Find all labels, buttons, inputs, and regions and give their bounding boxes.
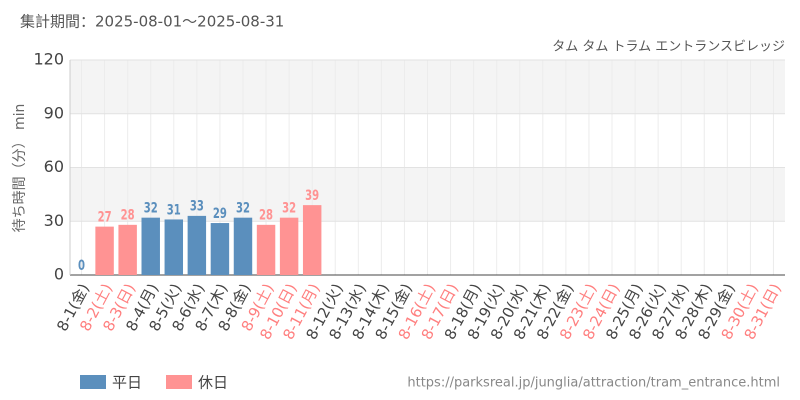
legend-label: 休日 xyxy=(198,374,228,392)
y-tick-label: 0 xyxy=(54,265,64,284)
value-label: 31 xyxy=(167,201,181,218)
value-label: 0 xyxy=(78,257,85,274)
bar xyxy=(302,205,322,275)
chart-subtitle: タム タム トラム エントランスビレッジ xyxy=(552,40,785,55)
bar xyxy=(210,223,230,275)
y-tick-label: 30 xyxy=(44,211,64,230)
value-label: 33 xyxy=(190,197,204,214)
value-label: 28 xyxy=(259,206,273,223)
legend-swatch xyxy=(166,375,192,389)
value-label: 32 xyxy=(144,199,158,216)
y-tick-label: 90 xyxy=(44,103,64,122)
legend-label: 平日 xyxy=(112,374,142,392)
bar xyxy=(279,217,299,275)
bar xyxy=(256,224,276,275)
bar xyxy=(141,217,160,275)
y-tick-label: 60 xyxy=(44,157,64,176)
y-tick-label: 120 xyxy=(33,50,64,69)
value-label: 32 xyxy=(236,199,250,216)
source-url: https://parksreal.jp/junglia/attraction/… xyxy=(407,376,780,391)
value-label: 27 xyxy=(98,208,112,225)
bar xyxy=(233,217,253,275)
chart-title: 集計期間：2025-08-01〜2025-08-31 xyxy=(20,13,284,31)
bar xyxy=(95,226,114,275)
value-label: 28 xyxy=(121,206,135,223)
legend-swatch xyxy=(80,375,106,389)
value-label: 39 xyxy=(305,187,319,204)
value-label: 29 xyxy=(213,205,227,222)
y-axis-label: 待ち時間（分） min xyxy=(12,104,28,233)
bar xyxy=(187,215,207,275)
value-label: 32 xyxy=(282,199,296,216)
bar xyxy=(118,224,137,275)
bar xyxy=(164,219,184,275)
